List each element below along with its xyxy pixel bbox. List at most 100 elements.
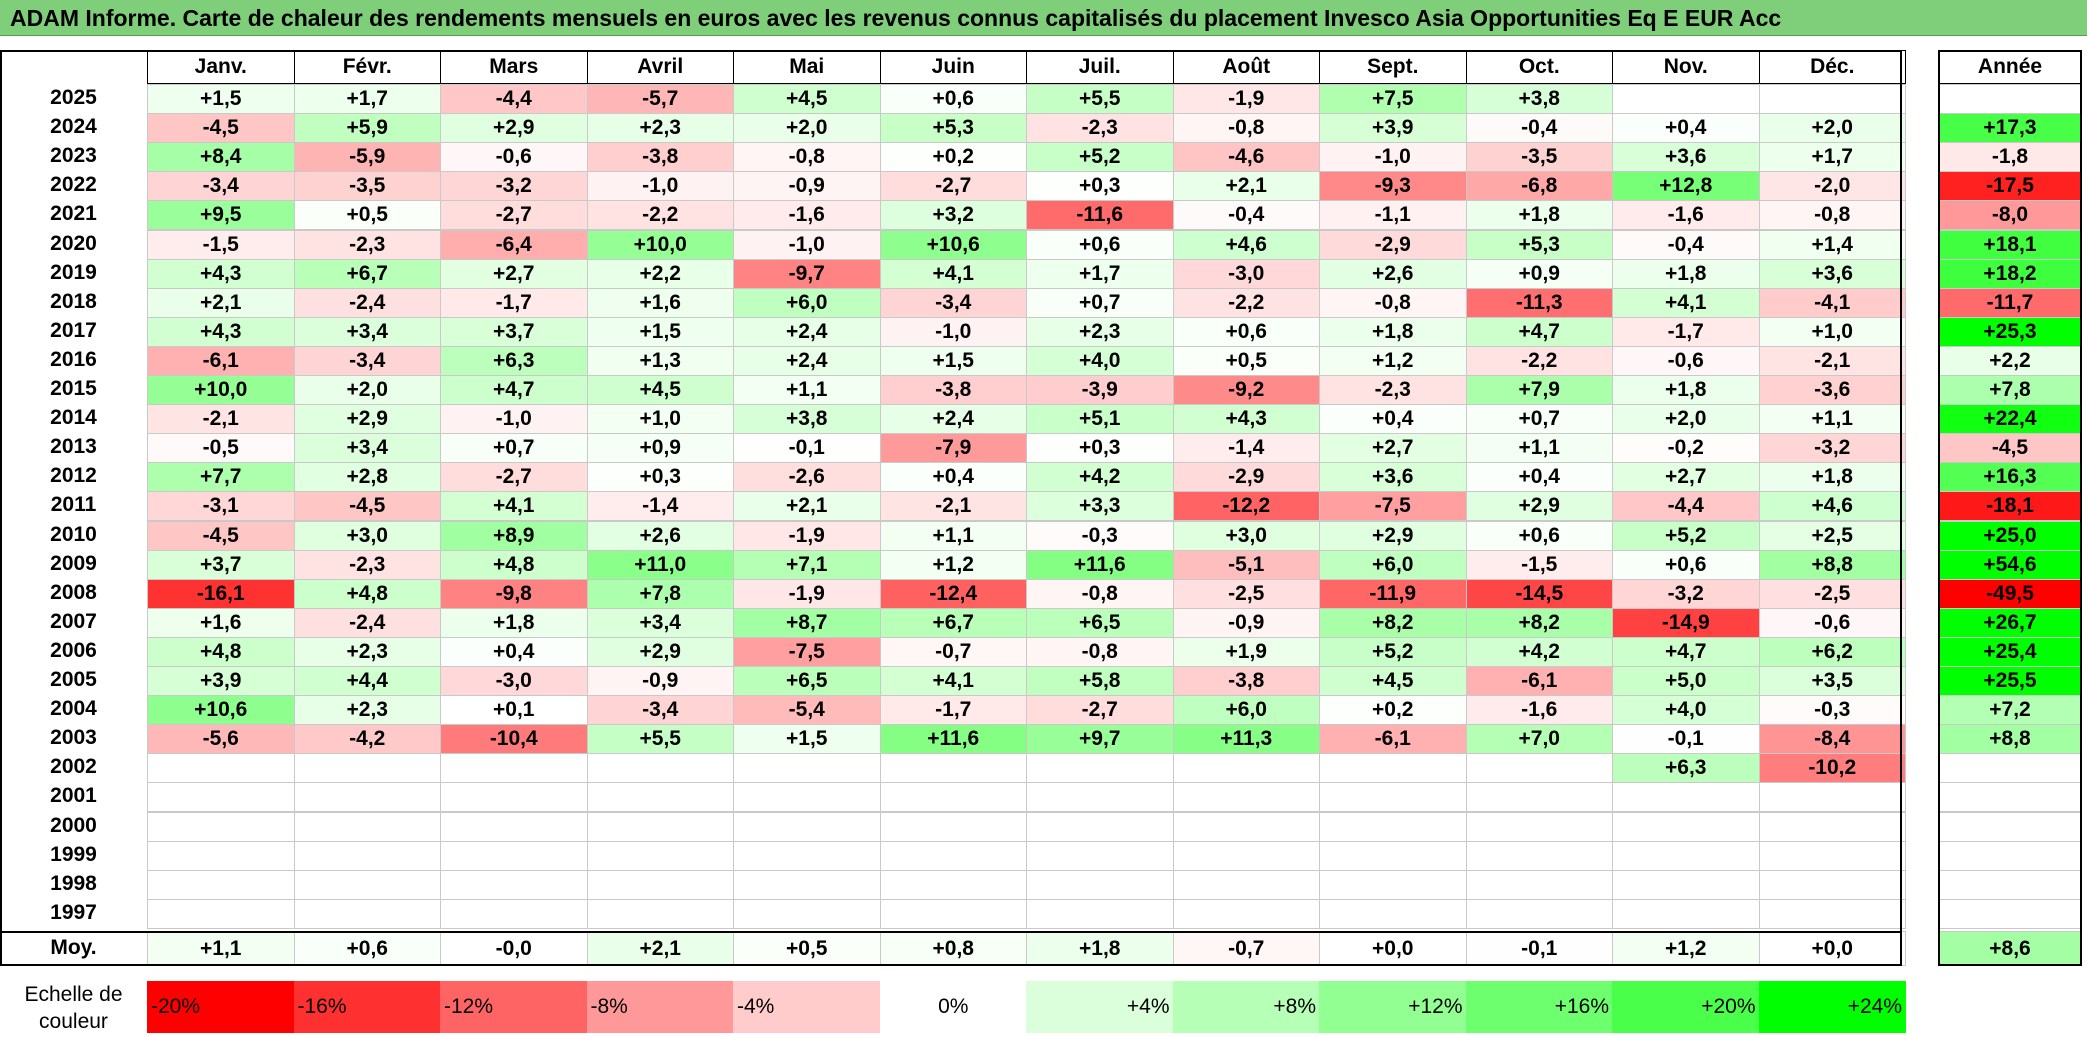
heatmap-cell: +5,3 [879,113,1027,144]
heatmap-cell [1172,811,1320,842]
heatmap-cell: +4,8 [147,636,295,667]
heatmap-cell: -2,1 [1758,345,1906,376]
heatmap-cell: -1,0 [733,229,881,260]
average-cell: +2,1 [586,931,734,966]
heatmap-cell: -4,1 [1758,287,1906,318]
heatmap-cell: -5,9 [293,142,441,173]
heatmap-cell: -0,5 [147,433,295,464]
heatmap-cell: -6,4 [440,229,588,260]
heatmap-cell: +1,7 [1026,258,1174,289]
heatmap-cell: -7,5 [733,636,881,667]
heatmap-cell [1172,782,1320,813]
heatmap-cell: +2,9 [586,636,734,667]
heatmap-cell: +3,5 [1758,666,1906,697]
heatmap-cell: +0,5 [1172,345,1320,376]
annual-cell: -1,8 [1938,142,2082,173]
heatmap-cell: +8,2 [1465,607,1613,638]
heatmap-cell: -3,2 [440,171,588,202]
heatmap-cell [440,782,588,813]
annual-cell: -11,7 [1938,287,2082,318]
heatmap-cell: -5,7 [586,84,734,115]
heatmap-cell: +9,7 [1026,724,1174,755]
heatmap-cell [879,811,1027,842]
annual-cell: +25,0 [1938,520,2082,551]
average-label: Moy. [50,936,97,959]
heatmap-cell [1172,869,1320,900]
color-scale-swatch: 0% [879,981,1027,1033]
heatmap-cell: -9,3 [1319,171,1467,202]
heatmap-cell: +6,3 [1612,753,1760,784]
heatmap-cell: +5,5 [1026,84,1174,115]
heatmap-cell: -1,6 [1465,695,1613,726]
heatmap-cell: -0,8 [1319,287,1467,318]
annual-cell: +18,1 [1938,229,2082,260]
color-scale-swatch: +8% [1172,981,1320,1033]
heatmap-cell: +3,8 [733,404,881,435]
heatmap-cell [1026,869,1174,900]
heatmap-cell: +4,1 [440,491,588,522]
heatmap-cell: +4,3 [147,316,295,347]
heatmap-cell: +0,4 [1465,462,1613,493]
average-cell: +0,5 [733,931,881,966]
heatmap-cell: -6,1 [1465,666,1613,697]
heatmap-cell [440,869,588,900]
heatmap-cell: +7,9 [1465,375,1613,406]
heatmap-cell: -1,9 [733,578,881,609]
heatmap-cell: -3,5 [1465,142,1613,173]
annual-cell [1938,84,2082,115]
heatmap-cell: -9,7 [733,258,881,289]
heatmap-cell: -4,5 [147,113,295,144]
row-year-label: 2013 [50,435,97,459]
row-year-label: 2007 [50,609,97,633]
heatmap-cell [293,811,441,842]
row-year-label: 2023 [50,144,97,168]
annual-cell: +17,3 [1938,113,2082,144]
heatmap-cell: +5,1 [1026,404,1174,435]
heatmap-cell: +3,0 [1172,520,1320,551]
heatmap-cell: -0,4 [1172,200,1320,231]
heatmap-cell: -0,9 [586,666,734,697]
heatmap-cell: -6,8 [1465,171,1613,202]
heatmap-cell [733,753,881,784]
annual-cell: +7,2 [1938,695,2082,726]
heatmap-cell: -14,9 [1612,607,1760,638]
heatmap-cell: -4,2 [293,724,441,755]
month-header: Juil. [1026,50,1174,84]
heatmap-cell [586,898,734,929]
heatmap-cell [1172,898,1320,929]
heatmap-cell: -2,2 [1172,287,1320,318]
heatmap-cell: -3,1 [147,491,295,522]
heatmap-cell: -2,7 [879,171,1027,202]
average-annual-cell: +8,6 [1938,931,2082,966]
heatmap-cell: -2,9 [1319,229,1467,260]
heatmap-cell: +4,4 [293,666,441,697]
heatmap-cell: -1,6 [733,200,881,231]
heatmap-cell: -0,8 [1026,636,1174,667]
heatmap-cell: +6,7 [293,258,441,289]
month-header: Juin [879,50,1027,84]
annual-cell: +25,4 [1938,636,2082,667]
heatmap-cell: -0,1 [733,433,881,464]
row-year-label: 2024 [50,115,97,139]
heatmap-cell: -7,5 [1319,491,1467,522]
heatmap-cell: -2,3 [1026,113,1174,144]
heatmap-cell: -5,4 [733,695,881,726]
row-year-label: 1997 [50,900,97,924]
heatmap-cell: -3,5 [293,171,441,202]
heatmap-cell: -2,6 [733,462,881,493]
annual-cell: -17,5 [1938,171,2082,202]
heatmap-cell: +6,3 [440,345,588,376]
heatmap-cell: -1,7 [879,695,1027,726]
heatmap-cell: +0,6 [1172,316,1320,347]
heatmap-cell: +3,6 [1319,462,1467,493]
heatmap-cell [1465,869,1613,900]
heatmap-cell: +4,2 [1465,636,1613,667]
heatmap-cell: +1,1 [733,375,881,406]
row-year-label: 2019 [50,260,97,284]
row-year-label: 2010 [50,522,97,546]
heatmap-cell: +12,8 [1612,171,1760,202]
heatmap-cell: +0,6 [1612,549,1760,580]
heatmap-cell [1758,84,1906,115]
row-year-label: 2012 [50,464,97,488]
row-year-label: 1998 [50,871,97,895]
